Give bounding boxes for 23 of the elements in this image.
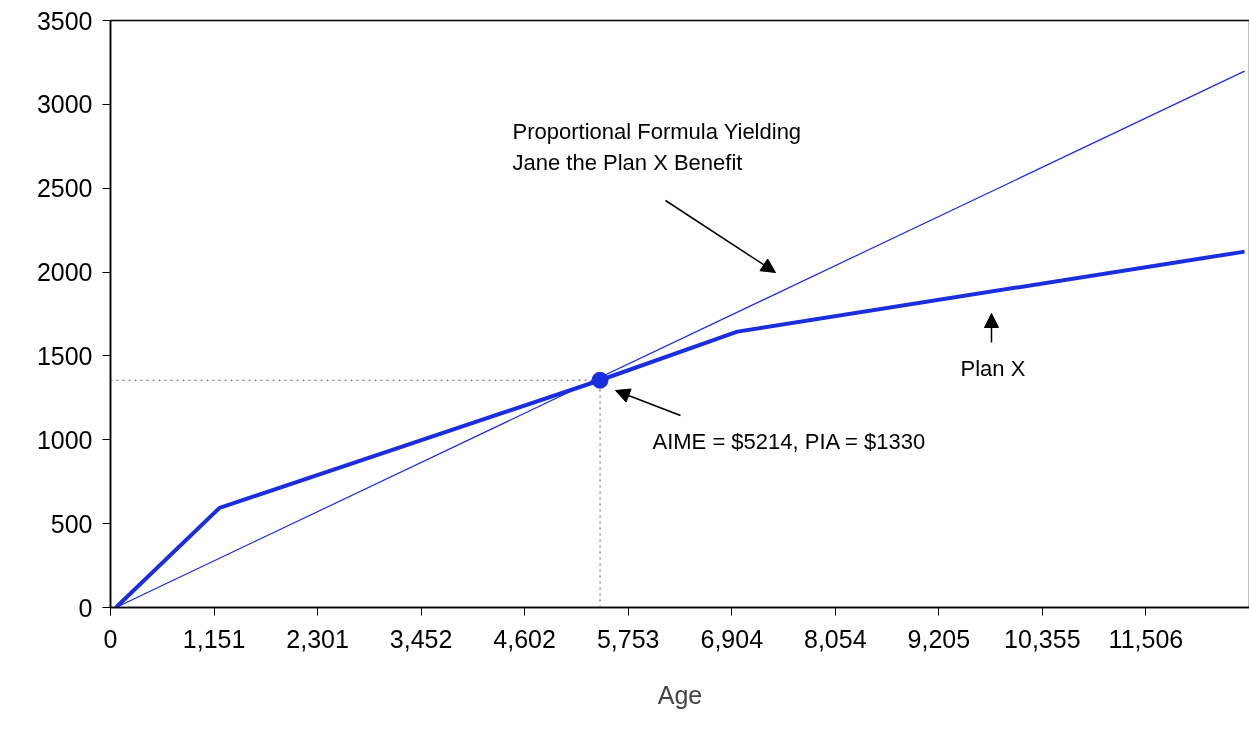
x-tick-label: 4,602	[493, 624, 556, 653]
x-tick-label: 9,205	[907, 624, 971, 653]
y-tick-label: 2000	[36, 258, 93, 287]
x-tick-label: 8,054	[804, 624, 867, 653]
x-tick-label: 6,904	[700, 624, 764, 653]
x-tick-label: 0	[103, 624, 118, 653]
annotation: Plan X	[960, 355, 1026, 381]
x-tick-label: 10,355	[1004, 624, 1081, 653]
y-tick-label: 3000	[36, 90, 93, 119]
y-tick-label: 500	[50, 509, 93, 538]
x-axis-title: Age	[657, 680, 703, 709]
x-tick-label: 5,753	[596, 624, 660, 653]
y-tick-label: 1000	[36, 425, 93, 454]
x-tick-label: 3,452	[389, 624, 453, 653]
x-tick-label: 11,506	[1108, 624, 1184, 653]
x-tick-label: 1,151	[182, 624, 246, 653]
y-tick-label: 3500	[36, 6, 93, 35]
y-tick-label: 0	[78, 593, 93, 622]
annotation: AIME = $5214, PIA = $1330	[652, 428, 926, 454]
annotation: Proportional Formula Yielding Jane the Plan X Benefit	[512, 118, 802, 175]
y-tick-label: 2500	[36, 174, 93, 203]
y-tick-label: 1500	[36, 341, 93, 370]
x-tick-label: 2,301	[286, 624, 349, 653]
